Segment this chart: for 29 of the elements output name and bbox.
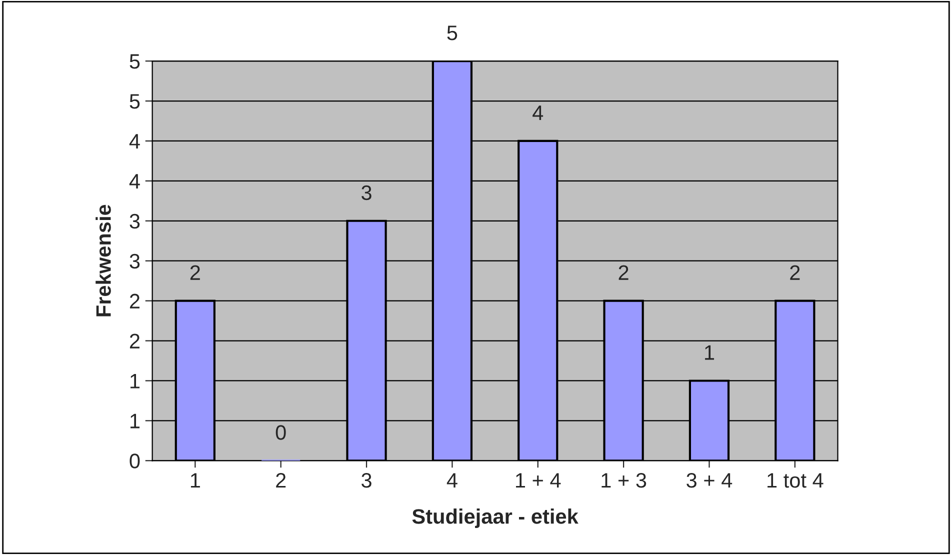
data-label: 1: [705, 345, 714, 360]
x-tick-label: 1 + 3: [602, 473, 646, 488]
x-tick-label: 3: [362, 473, 372, 488]
y-tick-label: 5: [130, 94, 140, 109]
x-tick-label: 2: [276, 473, 286, 488]
y-tick-label: 1: [130, 414, 140, 428]
x-tick-label: 1 + 4: [516, 473, 561, 488]
x-tick-label: 4: [446, 473, 458, 488]
data-label: 0: [276, 425, 286, 440]
y-tick-label: 1: [130, 374, 140, 388]
y-tick-label: 2: [130, 334, 140, 348]
data-label: 2: [190, 265, 200, 280]
data-label: 4: [532, 106, 544, 120]
y-tick-label: 4: [129, 174, 140, 188]
y-tick-label: 3: [130, 214, 140, 229]
data-label: 2: [790, 265, 800, 280]
x-tick-label: 1 tot 4: [768, 473, 824, 488]
x-axis-title: Studiejaar - etiek: [412, 508, 578, 528]
data-label: 3: [362, 185, 372, 200]
y-tick-label: 5: [130, 54, 140, 69]
data-label: 5: [447, 26, 458, 40]
y-tick-label: 0: [130, 454, 140, 468]
x-tick-label: 3 + 4: [686, 473, 732, 488]
data-label: 2: [618, 265, 628, 280]
x-tick-label: 1: [190, 473, 200, 488]
y-tick-label: 2: [130, 294, 140, 308]
y-tick-label: 3: [130, 254, 140, 269]
y-axis-title: Frekwensie: [96, 204, 111, 316]
y-tick-label: 4: [129, 134, 140, 149]
